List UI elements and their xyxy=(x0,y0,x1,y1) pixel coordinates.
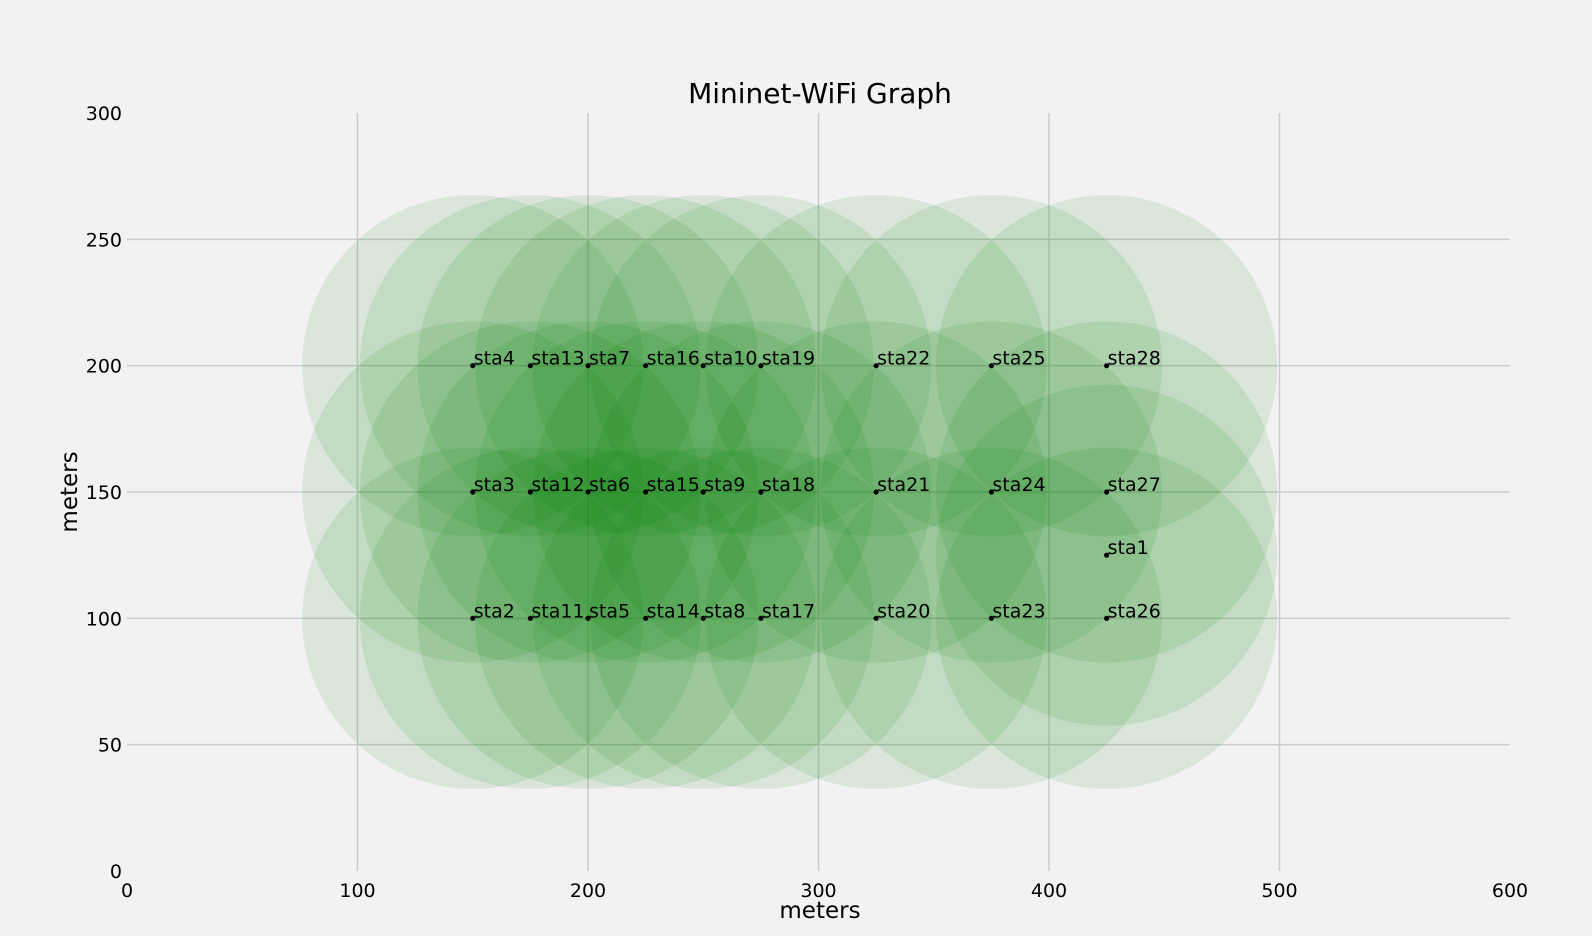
station-label-sta25: sta25 xyxy=(992,348,1045,370)
x-tick-label: 400 xyxy=(1031,880,1067,902)
y-tick-label: 100 xyxy=(86,608,122,630)
y-tick-label: 150 xyxy=(86,482,122,504)
station-label-sta5: sta5 xyxy=(589,600,630,622)
station-point-sta21 xyxy=(873,489,879,495)
station-point-sta17 xyxy=(758,615,764,621)
station-point-sta11 xyxy=(527,615,533,621)
station-label-sta17: sta17 xyxy=(762,600,815,622)
station-label-sta3: sta3 xyxy=(474,474,515,496)
station-point-sta27 xyxy=(1104,489,1110,495)
y-axis-label: meters xyxy=(57,451,83,532)
x-tick-label: 600 xyxy=(1492,880,1528,902)
station-label-sta14: sta14 xyxy=(647,600,700,622)
station-label-sta15: sta15 xyxy=(647,474,700,496)
station-label-sta8: sta8 xyxy=(704,600,745,622)
station-point-sta5 xyxy=(585,615,591,621)
station-label-sta7: sta7 xyxy=(589,348,630,370)
station-point-sta25 xyxy=(988,363,994,369)
y-tick-label: 300 xyxy=(86,103,122,125)
station-point-sta4 xyxy=(470,363,476,369)
station-point-sta20 xyxy=(873,615,879,621)
station-label-sta21: sta21 xyxy=(877,474,930,496)
station-label-sta24: sta24 xyxy=(992,474,1045,496)
station-point-sta14 xyxy=(643,615,649,621)
station-label-sta26: sta26 xyxy=(1108,600,1161,622)
station-label-sta6: sta6 xyxy=(589,474,630,496)
station-label-sta20: sta20 xyxy=(877,600,930,622)
station-label-sta10: sta10 xyxy=(704,348,757,370)
station-point-sta6 xyxy=(585,489,591,495)
y-tick-label: 200 xyxy=(86,356,122,378)
station-label-sta9: sta9 xyxy=(704,474,745,496)
x-axis-label: meters xyxy=(779,898,860,924)
x-tick-label: 200 xyxy=(570,880,606,902)
station-point-sta10 xyxy=(700,363,706,369)
station-point-sta1 xyxy=(1104,552,1110,558)
x-tick-label: 100 xyxy=(339,880,375,902)
y-tick-labels: 0 50 100 150 200 250 300 xyxy=(86,103,122,883)
y-tick-label: 50 xyxy=(98,735,122,757)
station-point-sta22 xyxy=(873,363,879,369)
station-point-sta8 xyxy=(700,615,706,621)
station-point-sta12 xyxy=(527,489,533,495)
station-point-sta15 xyxy=(643,489,649,495)
station-point-sta16 xyxy=(643,363,649,369)
x-tick-labels: 0 100 200 300 400 500 600 xyxy=(121,880,1528,902)
station-point-sta3 xyxy=(470,489,476,495)
station-point-sta28 xyxy=(1104,363,1110,369)
station-point-sta26 xyxy=(1104,615,1110,621)
station-label-sta28: sta28 xyxy=(1108,348,1161,370)
station-label-sta19: sta19 xyxy=(762,348,815,370)
station-label-sta22: sta22 xyxy=(877,348,930,370)
station-label-sta2: sta2 xyxy=(474,600,515,622)
station-label-sta18: sta18 xyxy=(762,474,815,496)
chart-title: Mininet-WiFi Graph xyxy=(688,77,952,110)
station-label-sta23: sta23 xyxy=(992,600,1045,622)
station-label-sta1: sta1 xyxy=(1108,537,1149,559)
station-points xyxy=(470,363,1110,621)
station-point-sta7 xyxy=(585,363,591,369)
x-tick-label: 0 xyxy=(121,880,133,902)
x-tick-label: 300 xyxy=(800,880,836,902)
y-tick-label: 250 xyxy=(86,229,122,251)
grid-lines xyxy=(127,113,1510,871)
station-label-sta27: sta27 xyxy=(1108,474,1161,496)
station-labels: sta1sta2sta3sta4sta5sta6sta7sta8sta9sta1… xyxy=(474,348,1161,623)
station-point-sta19 xyxy=(758,363,764,369)
station-label-sta11: sta11 xyxy=(531,600,584,622)
x-tick-label: 500 xyxy=(1261,880,1297,902)
station-label-sta16: sta16 xyxy=(647,348,700,370)
station-point-sta13 xyxy=(527,363,533,369)
station-point-sta24 xyxy=(988,489,994,495)
station-point-sta23 xyxy=(988,615,994,621)
station-label-sta13: sta13 xyxy=(531,348,584,370)
station-label-sta12: sta12 xyxy=(531,474,584,496)
y-tick-label: 0 xyxy=(110,861,122,883)
station-point-sta2 xyxy=(470,615,476,621)
station-point-sta9 xyxy=(700,489,706,495)
station-label-sta4: sta4 xyxy=(474,348,515,370)
station-point-sta18 xyxy=(758,489,764,495)
